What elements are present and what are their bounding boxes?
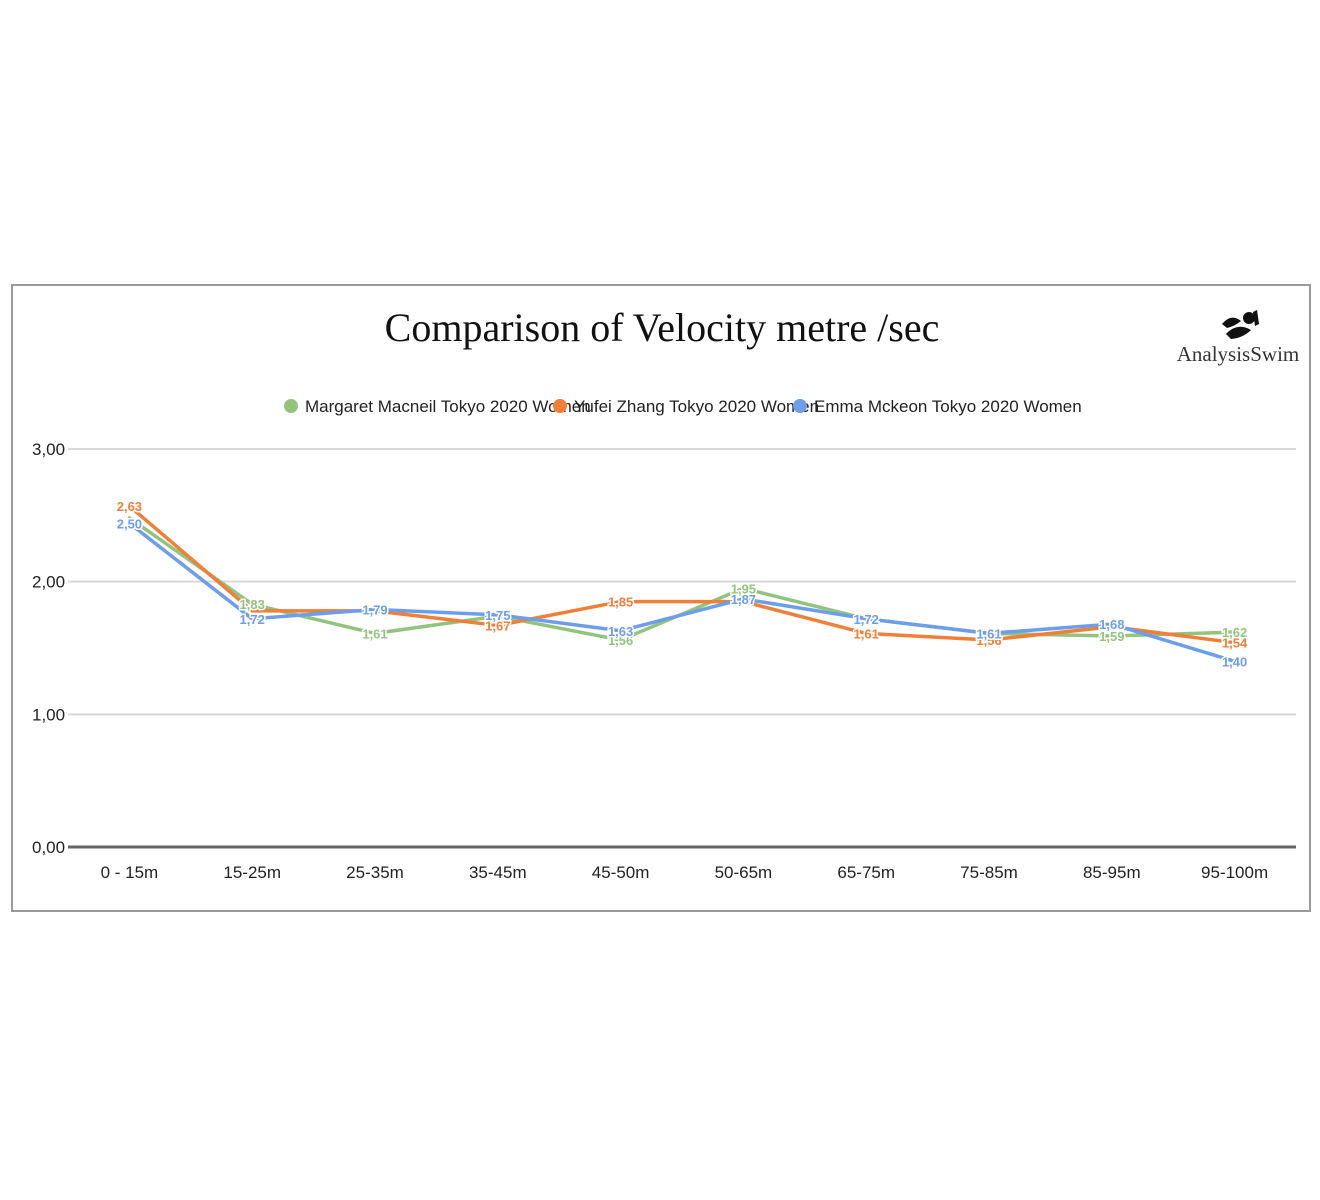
y-tick-label: 2,00: [32, 573, 65, 592]
legend-marker: [793, 399, 807, 413]
x-tick-label: 85-95m: [1083, 863, 1141, 882]
x-tick-label: 45-50m: [592, 863, 650, 882]
data-label: 2,63: [117, 499, 142, 514]
x-tick-label: 50-65m: [715, 863, 773, 882]
analysisswim-logo: AnalysisSwim: [1177, 310, 1300, 366]
data-label: 1,62: [1222, 625, 1247, 640]
x-tick-label: 25-35m: [346, 863, 404, 882]
data-label: 1,67: [485, 618, 510, 633]
legend-item: Yufei Zhang Tokyo 2020 Women: [553, 397, 819, 416]
data-label: 1,40: [1222, 654, 1247, 669]
data-label: 1,68: [1099, 617, 1124, 632]
series-line: [127, 504, 1237, 645]
data-label: 1,72: [854, 612, 879, 627]
y-tick-label: 1,00: [32, 705, 65, 724]
swimmer-icon: [1222, 310, 1259, 339]
data-label: 2,50: [117, 516, 142, 531]
x-tick-label: 35-45m: [469, 863, 527, 882]
data-label: 1,79: [362, 603, 387, 618]
series-layer: [127, 504, 1237, 664]
x-tick-label: 15-25m: [223, 863, 281, 882]
data-labels: 1,831,61 1,561,951,59 1,622,631,671,851,61…: [115, 498, 1249, 671]
series-line: [127, 516, 1237, 642]
legend-label: Margaret Macneil Tokyo 2020 Women: [305, 397, 591, 416]
data-label: 1,61: [976, 626, 1001, 641]
chart-title: Comparison of Velocity metre /sec: [385, 305, 940, 350]
x-tick-label: 95-100m: [1201, 863, 1268, 882]
x-tick-label: 65-75m: [837, 863, 895, 882]
data-label: 1,75: [485, 608, 510, 623]
data-label: 1,59: [1099, 629, 1124, 644]
y-tick-label: 3,00: [32, 440, 65, 459]
data-label: 1,72: [240, 612, 265, 627]
data-label: 1,83: [240, 597, 265, 612]
data-label: 1,95: [731, 581, 756, 596]
legend-label: Yufei Zhang Tokyo 2020 Women: [574, 397, 819, 416]
data-label: 1,54: [1222, 636, 1248, 651]
chart-frame: Comparison of Velocity metre /sec Analys…: [11, 284, 1311, 912]
y-tick-label: 0,00: [32, 838, 65, 857]
data-label: 1,61: [362, 626, 387, 641]
x-tick-label: 75-85m: [960, 863, 1018, 882]
legend-item: Margaret Macneil Tokyo 2020 Women: [284, 397, 591, 416]
x-tick-label: 0 - 15m: [101, 863, 159, 882]
data-label: 1,87: [731, 592, 756, 607]
data-label: 1,61: [854, 626, 879, 641]
legend-item: Emma Mckeon Tokyo 2020 Women: [793, 397, 1082, 416]
x-axis: 0 - 15m 15-25m 25-35m 35-45m 45-50m 50-65m 65-…: [101, 863, 1269, 882]
legend-label: Emma Mckeon Tokyo 2020 Women: [814, 397, 1082, 416]
data-label: 1,56: [976, 633, 1001, 648]
legend-marker: [553, 399, 567, 413]
y-axis: 0,00 1,00 2,00 3,00: [32, 440, 65, 857]
data-label: 1,63: [608, 624, 633, 639]
data-label: 1,56: [608, 633, 633, 648]
legend-marker: [284, 399, 298, 413]
logo-text: AnalysisSwim: [1177, 342, 1300, 366]
gridlines: [68, 448, 1296, 849]
series-line: [127, 521, 1237, 664]
chart-canvas: Comparison of Velocity metre /sec Analys…: [32, 305, 1300, 882]
data-label: 1,85: [608, 595, 633, 610]
